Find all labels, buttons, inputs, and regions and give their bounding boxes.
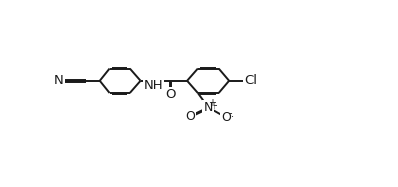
Text: +: + — [209, 98, 217, 108]
Text: +: + — [209, 101, 217, 111]
Text: -: - — [229, 111, 233, 121]
Text: O: O — [185, 110, 195, 122]
Text: N: N — [54, 74, 64, 87]
Text: N: N — [204, 101, 213, 114]
Text: Cl: Cl — [244, 74, 257, 87]
Text: O: O — [165, 88, 176, 101]
Text: -: - — [228, 108, 232, 118]
Text: O: O — [221, 111, 231, 124]
Text: NH: NH — [144, 79, 163, 92]
Text: O: O — [185, 110, 195, 122]
Text: O: O — [221, 111, 231, 124]
Text: N: N — [204, 101, 213, 114]
